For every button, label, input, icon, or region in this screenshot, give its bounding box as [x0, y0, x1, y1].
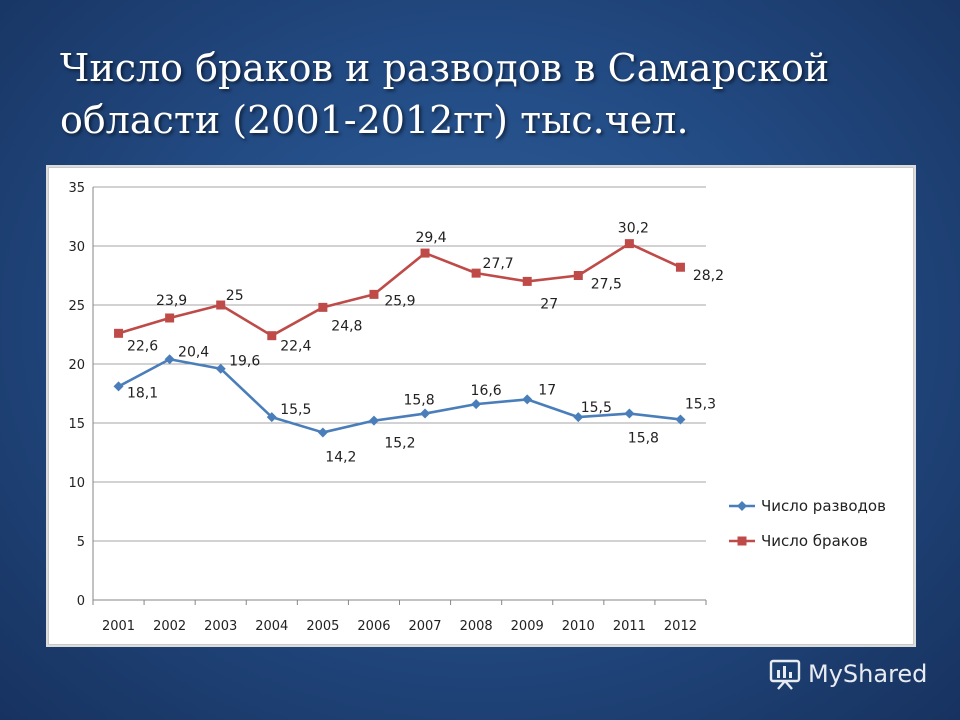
x-tick-label: 2004 [255, 619, 288, 634]
watermark-text: MyShared [808, 660, 928, 688]
x-tick-label: 2009 [511, 619, 544, 634]
slide-title-line-2: области (2001-2012гг) тыс.чел. [60, 98, 689, 142]
data-label: 18,1 [127, 385, 158, 401]
data-point-marriages [165, 313, 175, 323]
data-label: 23,9 [156, 293, 187, 309]
data-label: 28,2 [693, 268, 724, 284]
data-point-divorces [164, 354, 175, 365]
data-label: 27 [540, 296, 558, 312]
data-label: 25 [226, 288, 244, 304]
data-label: 29,4 [415, 230, 446, 246]
data-point-divorces [471, 399, 482, 410]
data-label: 27,7 [483, 256, 514, 272]
y-tick-label: 35 [68, 181, 85, 196]
data-point-divorces [573, 412, 584, 423]
data-point-marriages [420, 248, 430, 258]
data-label: 16,6 [471, 383, 502, 399]
data-point-divorces [420, 408, 431, 419]
y-tick-label: 30 [68, 240, 85, 255]
y-tick-label: 20 [68, 358, 85, 373]
x-tick-label: 2007 [408, 619, 441, 634]
data-label: 15,5 [581, 400, 612, 416]
data-point-marriages [318, 302, 328, 312]
x-tick-label: 2006 [357, 619, 390, 634]
slide-title: Число браков и разводов в Самарской обла… [60, 42, 920, 146]
data-label: 25,9 [384, 293, 415, 309]
x-tick-label: 2010 [562, 619, 595, 634]
y-tick-label: 10 [68, 476, 85, 491]
legend-marker [737, 501, 747, 511]
x-tick-label: 2005 [306, 619, 339, 634]
data-label: 15,5 [280, 402, 311, 418]
data-point-marriages [369, 289, 379, 299]
legend-marker [737, 536, 747, 546]
x-tick-label: 2011 [613, 619, 646, 634]
x-tick-label: 2003 [204, 619, 237, 634]
data-point-marriages [114, 328, 124, 338]
data-point-marriages [624, 239, 634, 249]
x-tick-label: 2001 [102, 619, 135, 634]
legend-label: Число разводов [761, 497, 886, 515]
series-line-divorces [117, 357, 681, 434]
y-tick-label: 15 [68, 417, 85, 432]
data-label: 22,4 [280, 339, 311, 355]
data-point-divorces [317, 427, 328, 438]
line-chart: 0 5 10 15 20 25 30 35 2001 2002 2003 2004 2005 2006 20… [68, 181, 886, 634]
y-tick-label: 25 [68, 299, 85, 314]
data-label: 20,4 [178, 344, 209, 360]
data-point-marriages [267, 331, 277, 341]
data-point-divorces [522, 394, 533, 405]
x-tick-label: 2002 [153, 619, 186, 634]
slide-title-line-1: Число браков и разводов в Самарской [60, 46, 830, 90]
data-point-divorces [624, 408, 635, 419]
data-point-divorces [113, 381, 124, 392]
data-point-divorces [675, 414, 686, 425]
data-label: 14,2 [325, 449, 356, 465]
y-tick-label: 5 [77, 535, 85, 550]
data-point-divorces [368, 415, 379, 426]
series-line-marriages [118, 242, 682, 337]
data-point-marriages [675, 262, 685, 272]
legend-label: Число браков [761, 532, 868, 550]
presentation-board-icon [769, 659, 801, 690]
data-label: 19,6 [229, 354, 260, 370]
data-point-marriages [573, 271, 583, 280]
data-label: 15,8 [628, 431, 659, 447]
data-point-divorces [266, 412, 277, 423]
x-tick-label: 2008 [460, 619, 493, 634]
data-label: 17 [538, 382, 556, 398]
data-point-divorces [215, 363, 226, 374]
data-label: 22,6 [127, 338, 158, 354]
data-point-marriages [471, 268, 481, 278]
chart-panel: 0 5 10 15 20 25 30 35 2001 2002 2003 2004 2005 2006 20… [48, 167, 914, 645]
data-label: 27,5 [591, 277, 622, 293]
data-label: 15,2 [384, 436, 415, 452]
data-point-marriages [522, 276, 532, 286]
data-point-marriages [216, 300, 226, 310]
x-tick-label: 2012 [664, 619, 697, 634]
data-label: 24,8 [331, 318, 362, 334]
data-label: 15,8 [403, 393, 434, 409]
y-tick-label: 0 [77, 594, 85, 609]
data-label: 30,2 [618, 221, 649, 237]
data-label: 15,3 [685, 396, 716, 412]
watermark: MyShared [768, 656, 927, 692]
